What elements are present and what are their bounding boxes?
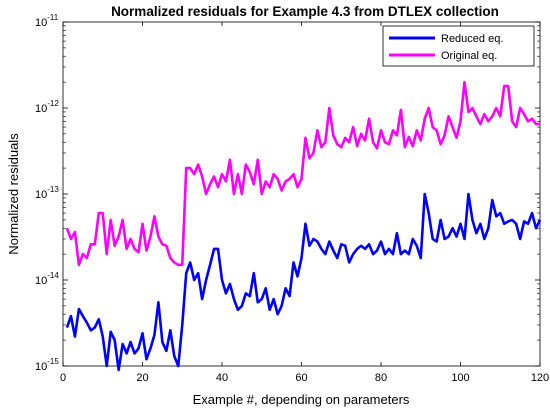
x-tick-label: 100 — [451, 372, 469, 384]
plot-frame — [62, 21, 541, 367]
legend-box — [382, 25, 535, 67]
y-tick-label: 10-11 — [35, 13, 59, 29]
x-tick-label: 80 — [375, 372, 387, 384]
y-tick-label: 10-12 — [35, 99, 59, 115]
x-tick-label: 120 — [531, 372, 549, 384]
x-tick-label: 0 — [60, 372, 66, 384]
series-line-reduced — [65, 192, 542, 372]
x-tick-label: 60 — [295, 372, 307, 384]
y-tick-label: 10-13 — [35, 185, 59, 201]
series-line-original — [65, 80, 540, 267]
y-axis-label: Normalized residuals — [6, 133, 21, 255]
x-axis-label: Example #, depending on parameters — [193, 392, 410, 407]
series-layer — [65, 80, 542, 372]
legend: Reduced eq. Original eq. — [382, 25, 535, 67]
y-tick-label: 10-14 — [35, 271, 59, 287]
chart-title: Normalized residuals for Example 4.3 fro… — [111, 4, 499, 19]
ticks-layer: 0 20 40 60 80 100 120 10-15 10-14 10-13 10-12 10-11 — [35, 13, 549, 384]
y-tick-label: 10-15 — [35, 357, 59, 373]
x-tick-label: 40 — [216, 372, 228, 384]
legend-label-original: Original eq. — [441, 50, 497, 62]
legend-label-reduced: Reduced eq. — [441, 33, 503, 45]
plot-area: 0 20 40 60 80 100 120 10-15 10-14 10-13 10-12 10-11 — [35, 13, 549, 384]
x-tick-label: 20 — [136, 372, 148, 384]
